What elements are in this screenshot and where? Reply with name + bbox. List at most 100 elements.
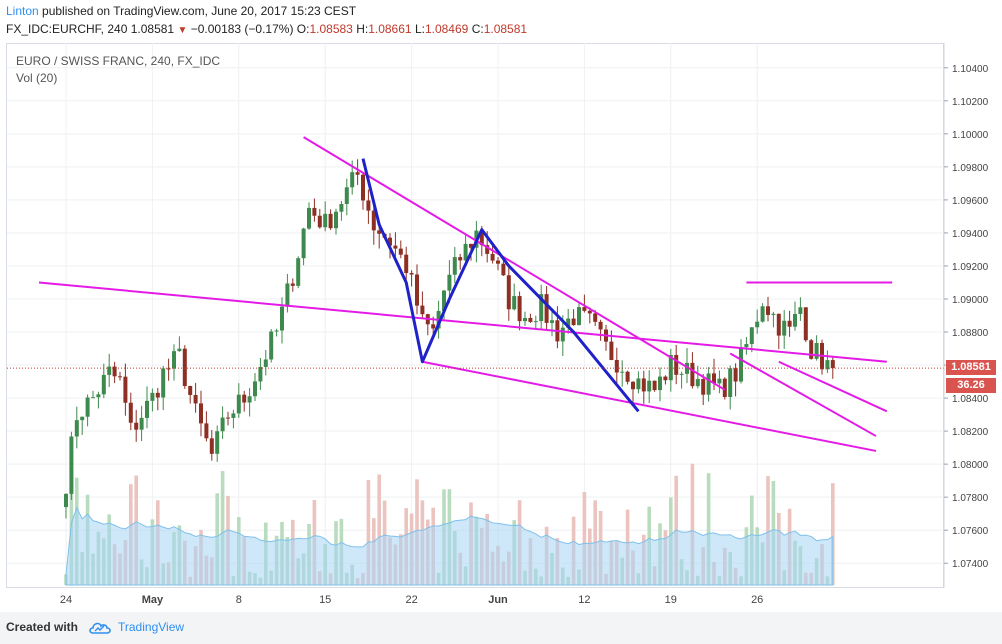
open-label: O:	[296, 22, 310, 36]
candle	[528, 313, 533, 323]
publish-info: Linton published on TradingView.com, Jun…	[6, 4, 356, 18]
candle	[69, 431, 74, 500]
candle	[91, 390, 95, 399]
candle	[771, 311, 776, 328]
candle	[636, 371, 641, 394]
candle	[663, 375, 668, 385]
candle	[755, 309, 760, 334]
high-value: 1.08661	[368, 22, 412, 36]
candle	[139, 405, 144, 441]
candle-body	[550, 320, 554, 323]
candle	[647, 370, 652, 404]
candle-body	[609, 341, 614, 360]
candle-body	[652, 380, 657, 391]
candle	[101, 363, 106, 399]
candle-body	[290, 283, 295, 286]
candle-body	[749, 327, 754, 345]
candle	[712, 358, 716, 391]
last-price: 1.08581	[130, 22, 175, 36]
candle-body	[101, 374, 106, 395]
candle	[717, 370, 722, 394]
candle	[668, 348, 673, 392]
candle	[118, 371, 122, 381]
candle-body	[647, 380, 652, 392]
candle-body	[263, 359, 268, 367]
candle	[182, 345, 187, 389]
candle-body	[258, 366, 263, 382]
candle-body	[328, 213, 333, 229]
candle	[706, 367, 711, 402]
candle	[409, 270, 414, 287]
candle	[344, 178, 349, 216]
candle-body	[393, 245, 398, 249]
volume-ma-area	[65, 506, 834, 586]
y-tick-label: 1.09800	[952, 163, 989, 174]
candle	[523, 311, 527, 326]
candle	[787, 310, 792, 337]
candle	[793, 301, 797, 331]
y-tick-label: 1.08000	[952, 460, 989, 471]
candle-body	[620, 371, 625, 373]
y-tick-label: 1.09600	[952, 196, 989, 207]
candle-body	[739, 347, 743, 382]
candle-body	[701, 379, 706, 395]
candle-body	[533, 321, 538, 323]
candle-body	[458, 257, 463, 261]
volume-indicator-label[interactable]: Vol (20)	[16, 71, 58, 85]
candle	[766, 296, 770, 322]
candle	[328, 209, 333, 230]
candle	[263, 350, 268, 376]
candle-body	[787, 320, 792, 327]
candle	[803, 307, 808, 343]
footer: Created with TradingView	[0, 612, 1002, 644]
candle-body	[85, 397, 90, 417]
candle-body	[415, 274, 419, 306]
author-link[interactable]: Linton	[6, 4, 39, 18]
price-chart[interactable]: 1.10400 1.10200 1.10000 1.09800 1.09600 1.094…	[0, 0, 1002, 612]
volume-bar	[690, 463, 695, 585]
candle-body	[771, 313, 776, 315]
y-tick-label: 1.08800	[952, 328, 989, 339]
candle-body	[722, 378, 727, 397]
candle-body	[323, 213, 328, 228]
candle-body	[690, 362, 695, 387]
candle-body	[145, 400, 149, 418]
tradingview-link[interactable]: TradingView	[118, 620, 185, 634]
candle-body	[685, 362, 689, 374]
published-text: published on TradingView.com, June 20, 2…	[38, 4, 357, 18]
candle-body	[112, 366, 117, 377]
candle	[544, 286, 549, 330]
candle	[226, 411, 230, 426]
candle	[366, 189, 371, 224]
candle	[776, 313, 781, 350]
candle	[679, 371, 684, 389]
last-price-tag: 1.08581	[946, 360, 996, 376]
candle-body	[523, 317, 527, 322]
candle-body	[706, 373, 711, 395]
candle-body	[760, 306, 765, 322]
candle	[242, 390, 247, 412]
candle-body	[566, 318, 571, 328]
low-label: L:	[414, 22, 425, 36]
tradingview-cloud-icon[interactable]	[88, 619, 112, 635]
candle	[809, 338, 814, 360]
candle	[442, 289, 446, 322]
x-tick-label: 15	[319, 594, 331, 606]
candle-body	[404, 254, 409, 274]
candle-body	[123, 376, 128, 403]
candle	[247, 388, 252, 417]
candle	[150, 388, 155, 412]
candle-body	[172, 351, 176, 369]
candle	[458, 253, 463, 270]
candle-body	[577, 307, 581, 326]
candle	[296, 256, 301, 289]
candle-body	[377, 230, 382, 234]
candle-body	[388, 237, 392, 246]
candle	[539, 284, 544, 329]
candle	[598, 319, 603, 341]
candle-body	[398, 248, 403, 255]
candle	[825, 350, 830, 373]
candle-body	[501, 263, 506, 276]
candle	[323, 201, 328, 232]
candle	[215, 425, 220, 462]
